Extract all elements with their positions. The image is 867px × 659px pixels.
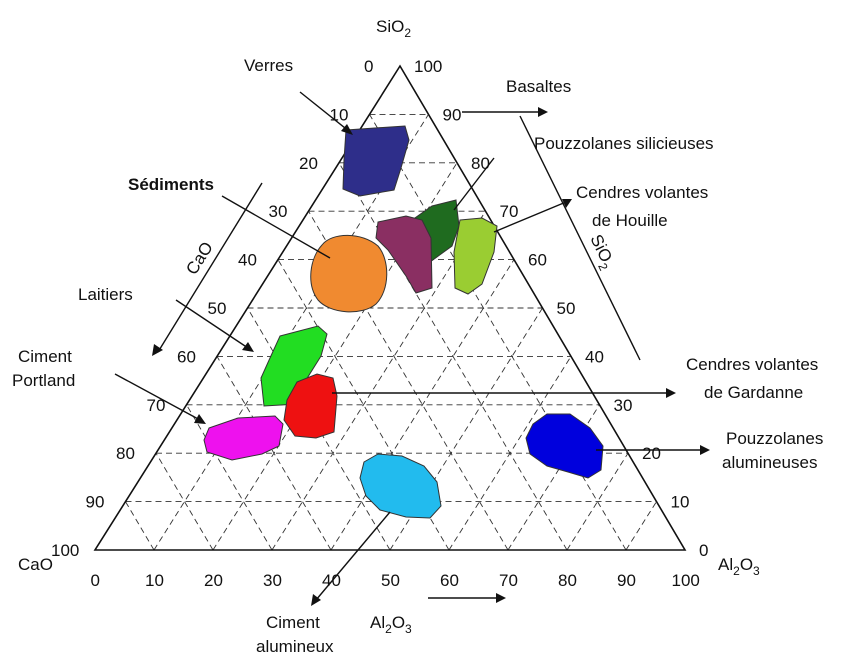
tick-label-al2o3: 30 <box>263 571 282 590</box>
region-cendres-gardanne <box>283 373 338 439</box>
label-sediments: Sédiments <box>128 175 214 194</box>
pouzzolanes-alumineuses-arrowhead <box>700 445 710 455</box>
tick-label-cao: 80 <box>116 444 135 463</box>
tick-label-cao: 90 <box>86 493 105 512</box>
tick-label-cao: 30 <box>269 202 288 221</box>
tick-label-cao: 10 <box>330 105 349 124</box>
vertex-label-sio2: SiO2 <box>376 17 411 40</box>
grid-line-diag-a <box>369 114 627 551</box>
grid-line-diag-b <box>271 210 486 551</box>
tick-label-cao: 50 <box>208 299 227 318</box>
region-sediments <box>310 234 388 313</box>
axis-title-cao: CaO <box>182 238 217 278</box>
tick-label-al2o3: 60 <box>440 571 459 590</box>
tick-label-al2o3: 10 <box>145 571 164 590</box>
tick-label-al2o3: 90 <box>617 571 636 590</box>
grid-line-diag-a <box>125 501 155 551</box>
cendres-houille-leader <box>493 201 567 233</box>
tick-label-cao: 70 <box>147 396 166 415</box>
tick-label-al2o3: 70 <box>499 571 518 590</box>
tick-label-sio2: 50 <box>557 299 576 318</box>
vertex-label-al2o3: Al2O3 <box>718 555 760 578</box>
label-cendres-gardanne-line2: de Gardanne <box>704 383 803 402</box>
label-ciment-alumineux-line1: Ciment <box>266 613 320 632</box>
basaltes-arrowhead <box>538 107 548 117</box>
label-basaltes: Basaltes <box>506 77 571 96</box>
cendres-gardanne-arrowhead <box>666 388 676 398</box>
tick-label-sio2: 60 <box>528 251 547 270</box>
label-ciment-alumineux-line2: alumineux <box>256 637 334 656</box>
grid-line-diag-b <box>389 307 543 551</box>
label-pouzzolanes-alumineuses-line2: alumineuses <box>722 453 817 472</box>
tick-label-cao: 100 <box>51 541 79 560</box>
cendres-houille-arrowhead <box>562 199 572 208</box>
pouzzolanes-silicieuses-leader <box>453 157 495 211</box>
label-cendres-houille-line2: de Houille <box>592 211 668 230</box>
cao-arrowhead <box>152 344 163 356</box>
tick-label-al2o3: 100 <box>672 571 700 590</box>
tick-label-sio2: 40 <box>585 347 604 366</box>
tick-label-sio2: 70 <box>500 202 519 221</box>
axis-arrows <box>152 115 641 603</box>
laitiers-arrowhead <box>242 342 254 352</box>
ciment-alumineux-arrowhead <box>311 594 321 606</box>
tick-label-cao: 40 <box>238 251 257 270</box>
ciment-portland-arrowhead <box>194 414 206 424</box>
tick-label-cao: 60 <box>177 347 196 366</box>
label-verres: Verres <box>244 56 293 75</box>
grid-line-diag-b <box>153 114 429 551</box>
laitiers-leader <box>175 299 249 349</box>
leader-arrows <box>114 91 710 606</box>
tick-label-sio2: 80 <box>471 154 490 173</box>
grid-line-diag-a <box>186 404 273 551</box>
tick-label-al2o3: 50 <box>381 571 400 590</box>
axis-title-al2o3: Al2O3 <box>370 613 412 636</box>
label-cendres-gardanne-line1: Cendres volantes <box>686 355 818 374</box>
verres-leader <box>299 91 351 133</box>
ciment-portland-leader <box>114 373 201 421</box>
region-basaltes <box>375 215 433 294</box>
al2o3-arrowhead <box>496 593 506 603</box>
grid-line-diag-a <box>277 259 450 551</box>
region-verres <box>342 125 410 197</box>
tick-labels: 0102030405060708090100100908070605040302… <box>51 57 708 590</box>
sio2-axis-line <box>519 115 641 361</box>
label-laitiers: Laitiers <box>78 285 133 304</box>
tick-label-sio2: 0 <box>699 541 708 560</box>
region-pouzzolanes-alumineuses <box>525 413 604 479</box>
sediments-leader <box>221 195 331 259</box>
tick-label-al2o3: 0 <box>91 571 100 590</box>
label-ciment-portland-line2: Portland <box>12 371 75 390</box>
label-pouzzolanes-silicieuses: Pouzzolanes silicieuses <box>534 134 714 153</box>
region-cendres-houille <box>453 217 498 295</box>
grid-line-diag-a <box>155 452 214 551</box>
tick-label-sio2: 30 <box>614 396 633 415</box>
cao-axis-arrow <box>157 182 263 353</box>
tick-label-sio2: 20 <box>642 444 661 463</box>
label-ciment-portland-line1: Ciment <box>18 347 72 366</box>
verres-arrowhead <box>341 124 353 135</box>
region-ciment-alumineux <box>359 453 442 519</box>
label-pouzzolanes-alumineuses-line1: Pouzzolanes <box>726 429 823 448</box>
tick-label-cao: 20 <box>299 154 318 173</box>
tick-label-sio2: 90 <box>443 105 462 124</box>
ciment-alumineux-leader <box>315 511 391 601</box>
axis-title-sio2: SiO2 <box>583 231 619 273</box>
region-ciment-portland <box>203 415 284 461</box>
vertex-label-cao: CaO <box>18 555 53 574</box>
tick-label-cao: 0 <box>364 57 373 76</box>
grid-line-diag-a <box>308 210 509 551</box>
tick-label-al2o3: 20 <box>204 571 223 590</box>
label-cendres-houille-line1: Cendres volantes <box>576 183 708 202</box>
grid-line-diag-b <box>566 452 629 551</box>
grid-line-diag-b <box>625 501 657 551</box>
tick-label-sio2: 10 <box>671 493 690 512</box>
tick-label-al2o3: 80 <box>558 571 577 590</box>
tick-label-sio2: 100 <box>414 57 442 76</box>
triangle-outline <box>93 64 687 551</box>
